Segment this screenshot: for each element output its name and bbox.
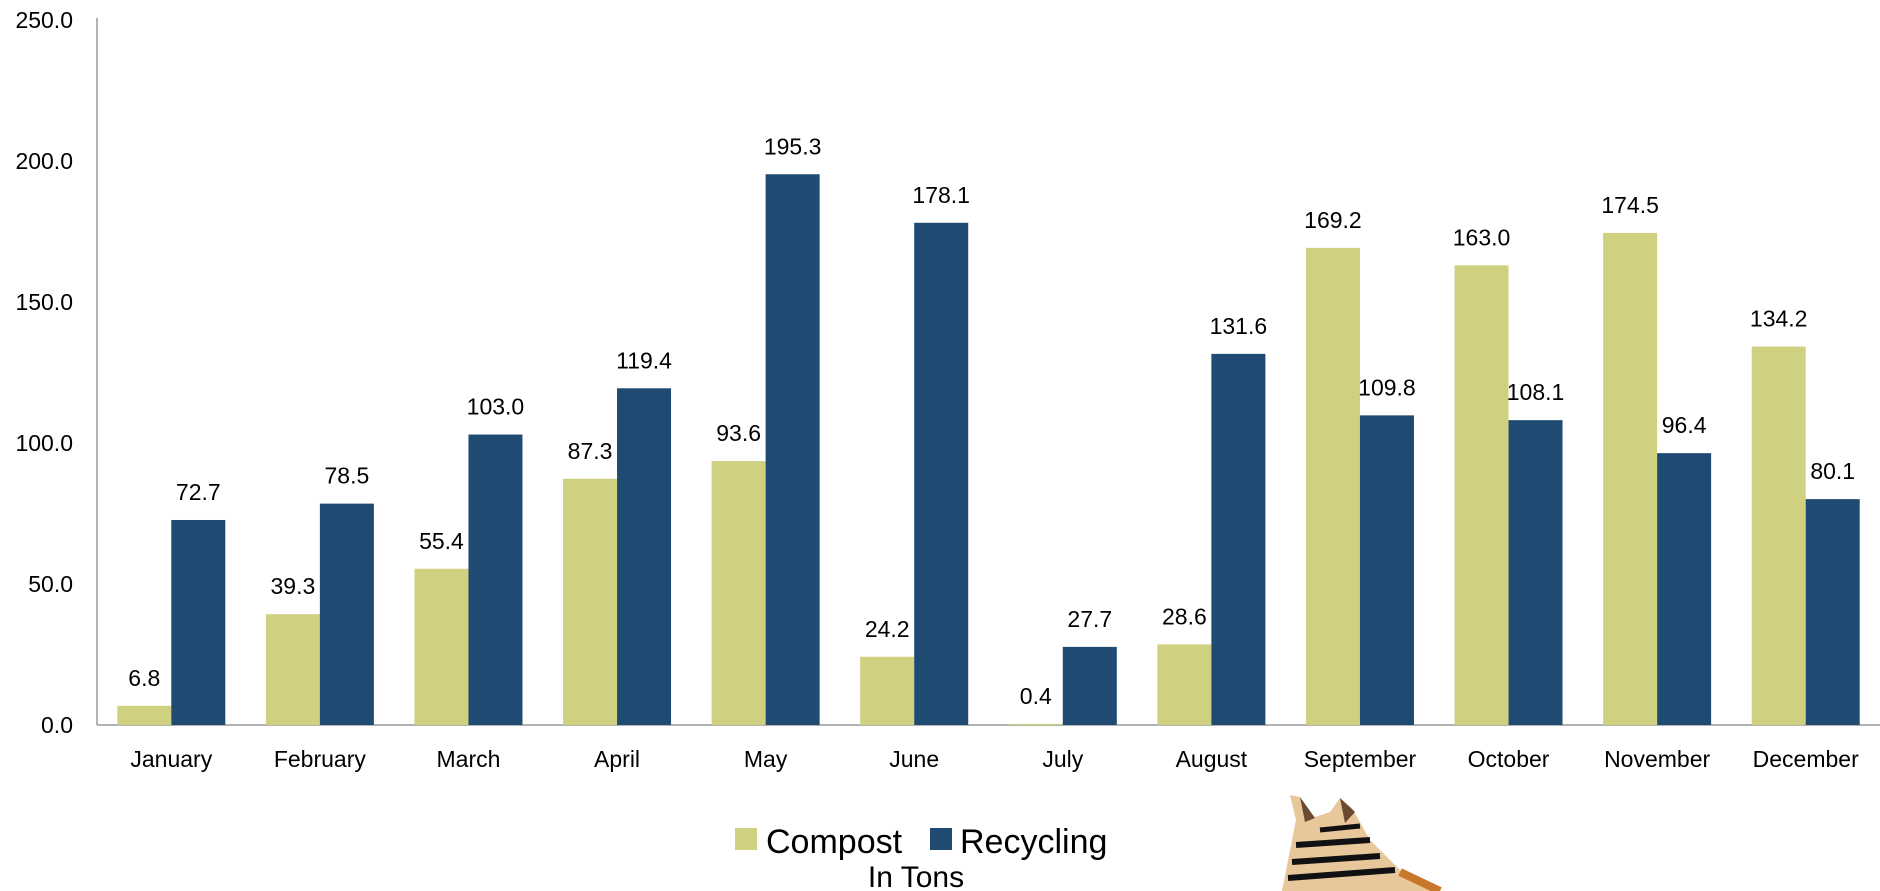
bars: 6.8 72.7 39.3 78.5 55.4 103.0 87.3 119.4 93.6 195… bbox=[117, 133, 1860, 725]
data-label-compost-february: 39.3 bbox=[270, 573, 315, 599]
x-category-label: March bbox=[437, 746, 501, 772]
data-label-compost-november: 174.5 bbox=[1601, 192, 1659, 218]
bar-compost-january bbox=[117, 705, 172, 725]
data-label-recycling-january: 72.7 bbox=[176, 479, 221, 505]
data-label-recycling-october: 108.1 bbox=[1507, 379, 1565, 405]
bar-compost-march bbox=[414, 568, 469, 725]
data-label-compost-december: 134.2 bbox=[1750, 306, 1808, 332]
bar-compost-april bbox=[563, 478, 618, 725]
bar-recycling-may bbox=[765, 174, 820, 725]
x-category-label: December bbox=[1753, 746, 1859, 772]
bar-compost-september bbox=[1305, 247, 1360, 725]
data-label-compost-july: 0.4 bbox=[1020, 683, 1052, 709]
data-label-recycling-june: 178.1 bbox=[912, 182, 970, 208]
x-category-label: August bbox=[1176, 746, 1248, 772]
data-label-compost-march: 55.4 bbox=[419, 528, 464, 554]
y-tick-label: 250.0 bbox=[15, 7, 73, 33]
x-category-label: January bbox=[130, 746, 212, 772]
y-tick-label: 200.0 bbox=[15, 148, 73, 174]
bar-recycling-april bbox=[617, 388, 672, 725]
bar-recycling-august bbox=[1211, 353, 1266, 725]
data-label-compost-april: 87.3 bbox=[568, 438, 613, 464]
data-label-compost-january: 6.8 bbox=[128, 665, 160, 691]
zebra-icon bbox=[1282, 795, 1442, 891]
bar-compost-november bbox=[1603, 232, 1658, 725]
bar-recycling-september bbox=[1359, 415, 1414, 725]
x-category-label: May bbox=[744, 746, 788, 772]
data-label-recycling-april: 119.4 bbox=[616, 347, 672, 373]
data-label-compost-october: 163.0 bbox=[1453, 224, 1511, 250]
legend: Compost Recycling In Tons bbox=[735, 823, 1107, 891]
data-label-compost-august: 28.6 bbox=[1162, 603, 1207, 629]
data-label-compost-september: 169.2 bbox=[1304, 207, 1362, 233]
legend-label-compost: Compost bbox=[766, 823, 903, 861]
legend-label-recycling: Recycling bbox=[960, 823, 1107, 861]
data-label-recycling-may: 195.3 bbox=[764, 133, 822, 159]
bar-compost-february bbox=[265, 614, 320, 725]
bar-recycling-january bbox=[171, 519, 226, 725]
data-label-recycling-march: 103.0 bbox=[467, 394, 525, 420]
legend-swatch-recycling bbox=[930, 828, 952, 850]
bar-recycling-july bbox=[1062, 646, 1117, 725]
data-label-recycling-february: 78.5 bbox=[324, 463, 369, 489]
bar-compost-july bbox=[1008, 723, 1063, 725]
data-label-recycling-august: 131.6 bbox=[1210, 313, 1268, 339]
data-label-recycling-november: 96.4 bbox=[1662, 412, 1707, 438]
category-labels: January February March April May June July Augu… bbox=[130, 746, 1859, 772]
y-axis-ticks: 0.0 50.0 100.0 150.0 200.0 250.0 bbox=[15, 7, 73, 738]
data-label-recycling-september: 109.8 bbox=[1358, 374, 1416, 400]
bar-recycling-october bbox=[1508, 420, 1563, 725]
data-label-compost-may: 93.6 bbox=[716, 420, 761, 446]
bar-compost-may bbox=[711, 461, 766, 725]
x-category-label: July bbox=[1042, 746, 1083, 772]
legend-swatch-compost bbox=[735, 828, 757, 850]
x-category-label: June bbox=[889, 746, 939, 772]
data-label-recycling-july: 27.7 bbox=[1067, 606, 1112, 632]
bar-compost-december bbox=[1751, 346, 1806, 725]
y-tick-label: 100.0 bbox=[15, 430, 73, 456]
data-label-recycling-december: 80.1 bbox=[1810, 458, 1855, 484]
bar-recycling-february bbox=[319, 503, 374, 725]
bar-compost-october bbox=[1454, 265, 1509, 725]
x-category-label: September bbox=[1304, 746, 1417, 772]
x-category-label: February bbox=[274, 746, 367, 772]
bar-compost-august bbox=[1157, 644, 1212, 725]
x-category-label: October bbox=[1468, 746, 1550, 772]
bar-recycling-june bbox=[914, 222, 969, 725]
y-tick-label: 0.0 bbox=[41, 712, 73, 738]
bar-compost-june bbox=[860, 656, 915, 725]
data-label-compost-june: 24.2 bbox=[865, 616, 910, 642]
bar-recycling-november bbox=[1657, 453, 1712, 725]
units-label: In Tons bbox=[868, 861, 964, 891]
y-tick-label: 50.0 bbox=[28, 571, 73, 597]
bar-recycling-december bbox=[1805, 499, 1860, 725]
y-tick-label: 150.0 bbox=[15, 289, 73, 315]
bar-recycling-march bbox=[468, 434, 523, 725]
x-category-label: April bbox=[594, 746, 640, 772]
x-category-label: November bbox=[1604, 746, 1710, 772]
